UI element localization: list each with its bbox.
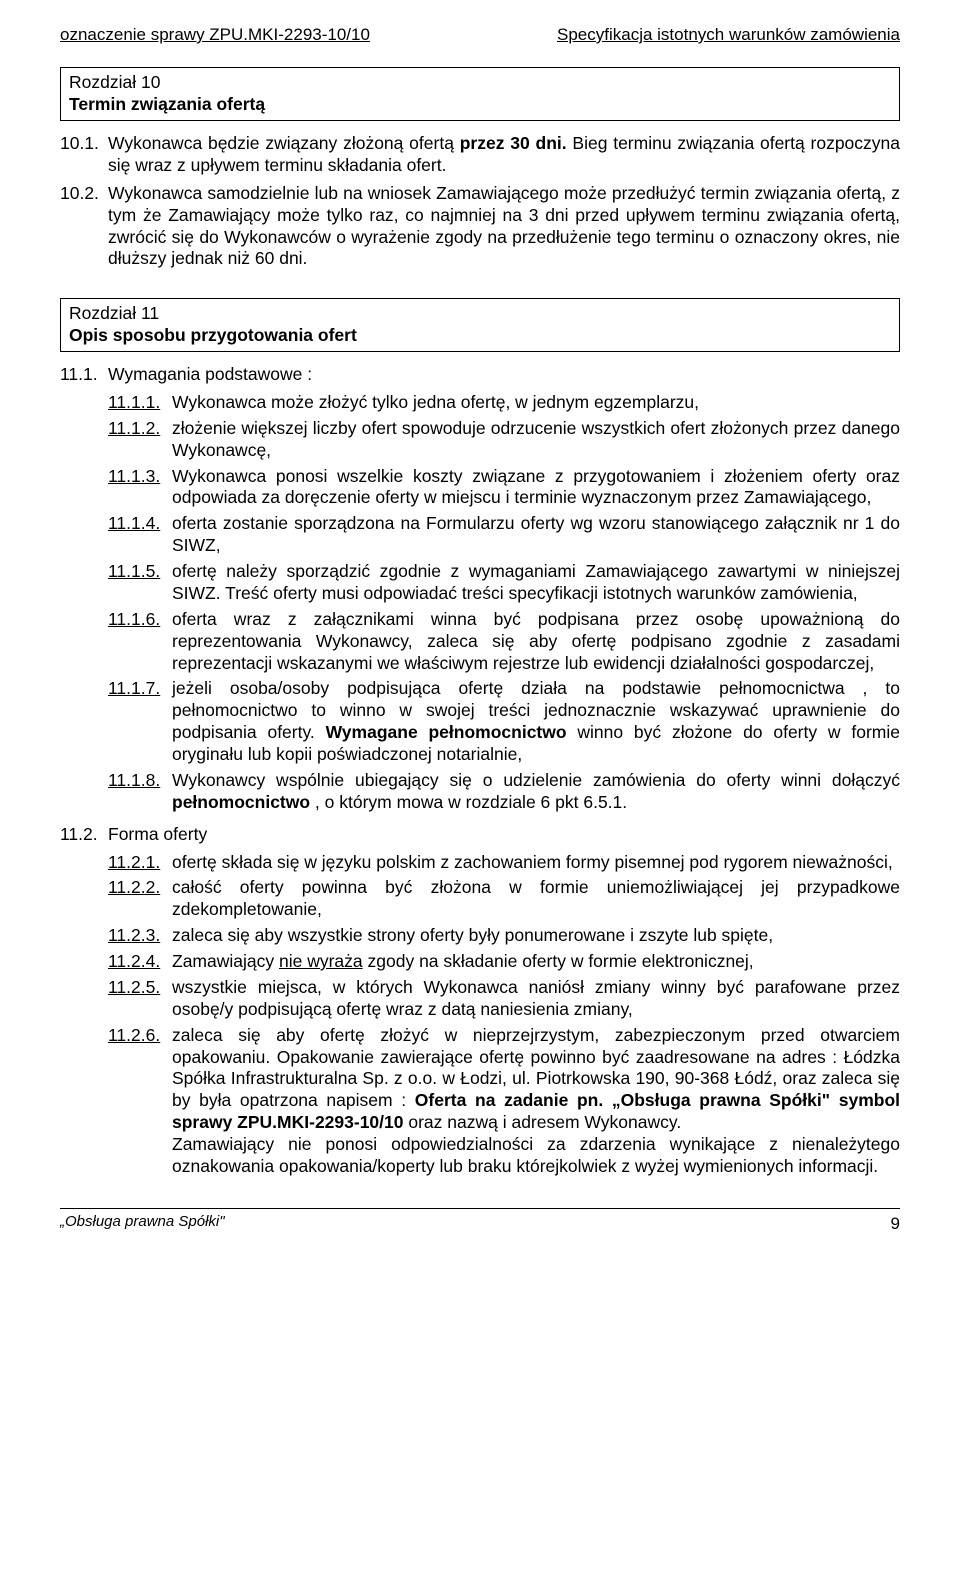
sub-num: 11.1.7. (108, 678, 172, 766)
section-11-subtitle: Opis sposobu przygotowania ofert (69, 325, 891, 347)
sub-num: 11.2.3. (108, 925, 172, 947)
section-10-box: Rozdział 10 Termin związania ofertą (60, 67, 900, 121)
para-num: 11.1. (60, 364, 108, 386)
sub-text: złożenie większej liczby ofert spowoduje… (172, 418, 900, 462)
sub-text: zaleca się aby wszystkie strony oferty b… (172, 925, 900, 947)
sub-text: jeżeli osoba/osoby podpisująca ofertę dz… (172, 678, 900, 766)
section-11-group2: 11.2. Forma oferty 11.2.1.ofertę składa … (60, 824, 900, 1178)
para-num: 10.1. (60, 133, 108, 177)
sub-num: 11.2.5. (108, 977, 172, 1021)
para-text: Wykonawca samodzielnie lub na wniosek Za… (108, 183, 900, 271)
sub-item: 11.1.3.Wykonawca ponosi wszelkie koszty … (108, 466, 900, 510)
sub-text: Wykonawcy wspólnie ubiegający się o udzi… (172, 770, 900, 814)
sub-num: 11.2.4. (108, 951, 172, 973)
sub-num: 11.2.2. (108, 877, 172, 921)
sub-item: 11.1.4.oferta zostanie sporządzona na Fo… (108, 513, 900, 557)
para-text: Wykonawca będzie związany złożoną ofertą… (108, 133, 900, 177)
para-text: Forma oferty (108, 824, 900, 846)
sub-num: 11.2.6. (108, 1025, 172, 1178)
sub-text: ofertę należy sporządzić zgodnie z wymag… (172, 561, 900, 605)
sub-text: oferta zostanie sporządzona na Formularz… (172, 513, 900, 557)
sub-text: Wykonawca ponosi wszelkie koszty związan… (172, 466, 900, 510)
para-11-1: 11.1. Wymagania podstawowe : (60, 364, 900, 386)
sub-text: Wykonawca może złożyć tylko jedna ofertę… (172, 392, 900, 414)
section-11-title: Rozdział 11 (69, 303, 891, 325)
sub-text: zaleca się aby ofertę złożyć w nieprzejr… (172, 1025, 900, 1178)
sub-num: 11.1.8. (108, 770, 172, 814)
sub-item: 11.2.1.ofertę składa się w języku polski… (108, 852, 900, 874)
footer-page-number: 9 (891, 1213, 900, 1234)
section-10-items: 10.1. Wykonawca będzie związany złożoną … (60, 133, 900, 270)
para-10-2: 10.2. Wykonawca samodzielnie lub na wnio… (60, 183, 900, 271)
header-right: Specyfikacja istotnych warunków zamówien… (557, 24, 900, 45)
sub-item: 11.2.2.całość oferty powinna być złożona… (108, 877, 900, 921)
footer-left: „Obsługa prawna Spółki" (60, 1213, 225, 1234)
sub-num: 11.1.1. (108, 392, 172, 414)
sub-item: 11.1.8.Wykonawcy wspólnie ubiegający się… (108, 770, 900, 814)
header-left: oznaczenie sprawy ZPU.MKI-2293-10/10 (60, 24, 370, 45)
sub-item: 11.1.7.jeżeli osoba/osoby podpisująca of… (108, 678, 900, 766)
sub-item: 11.1.6.oferta wraz z załącznikami winna … (108, 609, 900, 675)
sub-item: 11.1.5.ofertę należy sporządzić zgodnie … (108, 561, 900, 605)
sub-text: ofertę składa się w języku polskim z zac… (172, 852, 900, 874)
sub-item: 11.2.6.zaleca się aby ofertę złożyć w ni… (108, 1025, 900, 1178)
sub-item: 11.1.1.Wykonawca może złożyć tylko jedna… (108, 392, 900, 414)
section-11-group1: 11.1. Wymagania podstawowe : 11.1.1.Wyko… (60, 364, 900, 814)
page-header: oznaczenie sprawy ZPU.MKI-2293-10/10 Spe… (60, 24, 900, 45)
para-10-1: 10.1. Wykonawca będzie związany złożoną … (60, 133, 900, 177)
page-footer: „Obsługa prawna Spółki" 9 (60, 1208, 900, 1234)
sub-num: 11.1.4. (108, 513, 172, 557)
section-11-box: Rozdział 11 Opis sposobu przygotowania o… (60, 298, 900, 352)
sub-item: 11.1.2.złożenie większej liczby ofert sp… (108, 418, 900, 462)
sub-num: 11.1.6. (108, 609, 172, 675)
sub-list-11-2: 11.2.1.ofertę składa się w języku polski… (108, 852, 900, 1178)
sub-item: 11.2.3.zaleca się aby wszystkie strony o… (108, 925, 900, 947)
sub-text: wszystkie miejsca, w których Wykonawca n… (172, 977, 900, 1021)
para-11-2: 11.2. Forma oferty (60, 824, 900, 846)
sub-item: 11.2.4.Zamawiający nie wyraża zgody na s… (108, 951, 900, 973)
sub-num: 11.1.3. (108, 466, 172, 510)
sub-num: 11.1.5. (108, 561, 172, 605)
sub-list-11-1: 11.1.1.Wykonawca może złożyć tylko jedna… (108, 392, 900, 814)
para-num: 10.2. (60, 183, 108, 271)
sub-num: 11.1.2. (108, 418, 172, 462)
sub-item: 11.2.5.wszystkie miejsca, w których Wyko… (108, 977, 900, 1021)
para-num: 11.2. (60, 824, 108, 846)
para-text: Wymagania podstawowe : (108, 364, 900, 386)
sub-num: 11.2.1. (108, 852, 172, 874)
section-10-title: Rozdział 10 (69, 72, 891, 94)
sub-text: oferta wraz z załącznikami winna być pod… (172, 609, 900, 675)
sub-text: Zamawiający nie wyraża zgody na składani… (172, 951, 900, 973)
section-10-subtitle: Termin związania ofertą (69, 94, 891, 116)
sub-text: całość oferty powinna być złożona w form… (172, 877, 900, 921)
